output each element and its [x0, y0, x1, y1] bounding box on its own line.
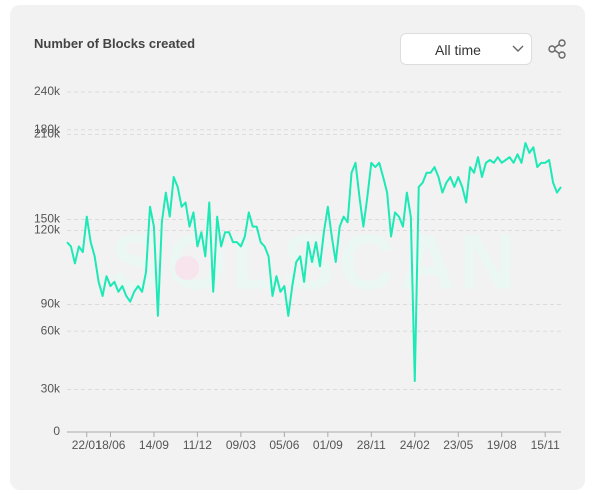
- y-tick-label: 0: [53, 424, 60, 438]
- watermark-dot: [175, 256, 199, 280]
- x-tick-label: 05/06: [269, 438, 299, 452]
- y-tick-label: 150k: [34, 212, 61, 226]
- x-tick-label: 01/09: [313, 438, 343, 452]
- y-tick-label: 60k: [41, 323, 61, 337]
- x-tick-label: 24/02: [400, 438, 430, 452]
- x-tick-label: 15/11: [531, 438, 560, 452]
- x-tick-label: 18/06: [95, 438, 125, 452]
- y-tick-label: 30k: [41, 382, 61, 396]
- y-tick-label: 90k: [41, 297, 61, 311]
- x-tick-label: 22/01: [72, 438, 102, 452]
- y-tick-label: 120k: [34, 223, 61, 237]
- range-dropdown[interactable]: All time: [400, 33, 532, 65]
- chart-title: Number of Blocks created: [34, 36, 196, 51]
- x-tick-label: 23/05: [443, 438, 473, 452]
- x-tick-label: 28/11: [357, 438, 386, 452]
- data-line: [66, 142, 562, 382]
- x-tick-label: 19/08: [487, 438, 517, 452]
- dropdown-caret: [512, 45, 524, 52]
- chart-card: [10, 5, 585, 490]
- x-tick-label: 14/09: [139, 438, 169, 452]
- x-tick-label: 11/12: [183, 438, 212, 452]
- dropdown-label: All time: [435, 42, 481, 58]
- x-tick-label: 09/03: [226, 438, 256, 452]
- y-tick-label: 180k: [34, 122, 61, 136]
- y-tick-label: 240k: [34, 84, 61, 98]
- y-tick-label: 210k: [34, 127, 61, 141]
